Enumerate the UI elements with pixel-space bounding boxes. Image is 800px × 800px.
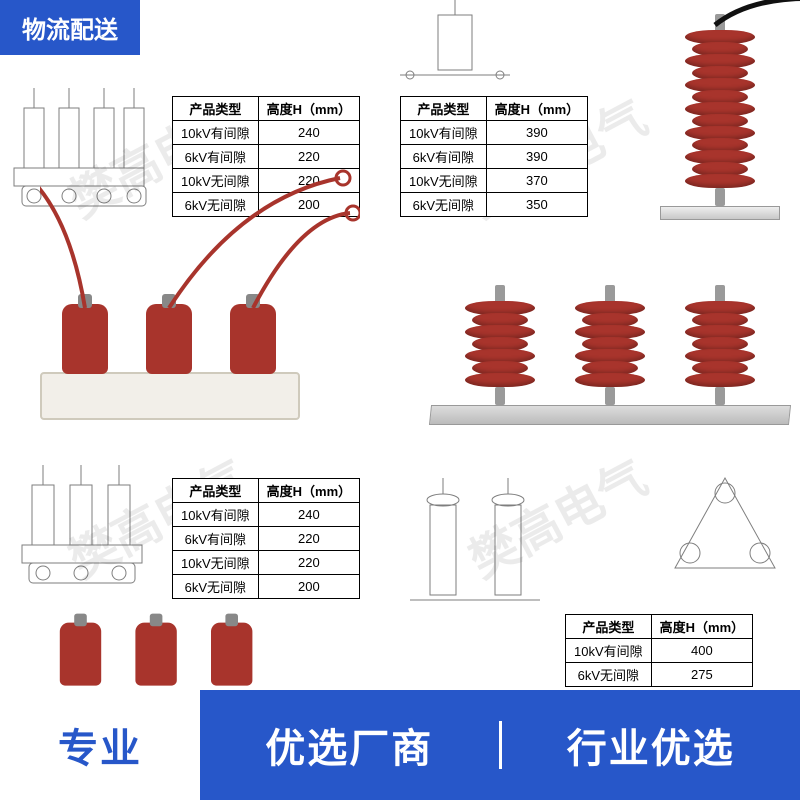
footer-left: 专业 xyxy=(0,690,200,800)
th-type: 产品类型 xyxy=(566,615,652,639)
table-row: 10kV有间隙240 xyxy=(173,121,360,145)
footer-right: 行业优选 xyxy=(502,716,800,774)
busbar xyxy=(429,405,791,425)
footer-left-text: 专业 xyxy=(58,716,142,774)
table-row: 6kV无间隙275 xyxy=(566,663,753,687)
table-row: 6kV有间隙220 xyxy=(173,527,360,551)
footer-bar: 专业 优选厂商 行业优选 xyxy=(0,690,800,800)
product-tall-arrester xyxy=(650,0,790,220)
th-type: 产品类型 xyxy=(173,97,259,121)
schematic-bot-right-top xyxy=(660,468,790,588)
th-height: 高度H（mm） xyxy=(651,615,753,639)
arrester-post xyxy=(146,304,192,374)
lead-wire xyxy=(705,0,800,75)
th-height: 高度H（mm） xyxy=(486,97,588,121)
product-3post-box xyxy=(40,290,300,420)
arrester-base xyxy=(40,372,300,420)
th-height: 高度H（mm） xyxy=(258,479,360,503)
product-3fin-busbar xyxy=(430,255,790,455)
table-row: 6kV有间隙390 xyxy=(401,145,588,169)
arrester-post xyxy=(62,304,108,374)
arrester-post xyxy=(230,304,276,374)
footer-mid: 优选厂商 xyxy=(200,716,499,774)
th-height: 高度H（mm） xyxy=(258,97,360,121)
footer-mid-text: 优选厂商 xyxy=(265,716,433,774)
table-row: 10kV有间隙240 xyxy=(173,503,360,527)
spec-table-bot-left: 产品类型 高度H（mm） 10kV有间隙240 6kV有间隙220 10kV无间… xyxy=(172,478,360,599)
badge-logistics: 物流配送 xyxy=(0,0,140,55)
table-row: 10kV有间隙390 xyxy=(401,121,588,145)
table-row: 10kV无间隙370 xyxy=(401,169,588,193)
th-type: 产品类型 xyxy=(401,97,487,121)
table-row: 10kV有间隙400 xyxy=(566,639,753,663)
spec-table-bot-right: 产品类型 高度H（mm） 10kV有间隙400 6kV无间隙275 xyxy=(565,614,753,687)
spec-table-top-right: 产品类型 高度H（mm） 10kV有间隙390 6kV有间隙390 10kV无间… xyxy=(400,96,588,217)
schematic-bot-left xyxy=(4,455,164,585)
table-row: 10kV无间隙220 xyxy=(173,551,360,575)
table-row: 6kV无间隙350 xyxy=(401,193,588,217)
schematic-top-right xyxy=(390,0,520,90)
schematic-bot-right-side xyxy=(400,470,550,610)
badge-logistics-text: 物流配送 xyxy=(22,10,118,45)
lead-bundle xyxy=(40,158,360,308)
footer-right-text: 行业优选 xyxy=(567,716,735,774)
th-type: 产品类型 xyxy=(173,479,259,503)
table-row: 6kV无间隙200 xyxy=(173,575,360,599)
